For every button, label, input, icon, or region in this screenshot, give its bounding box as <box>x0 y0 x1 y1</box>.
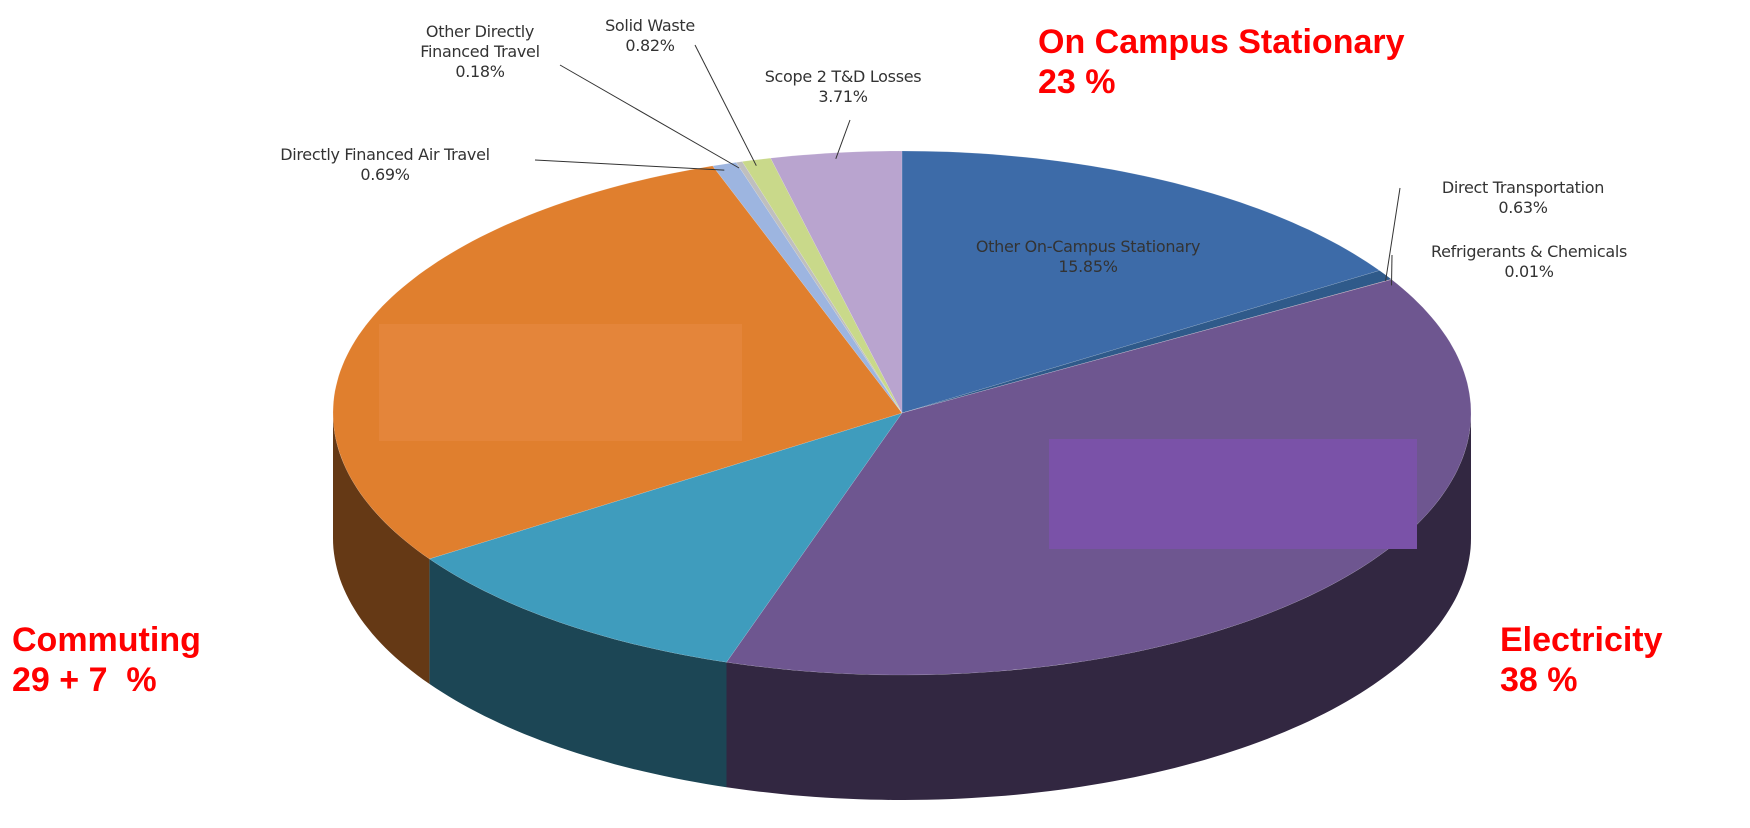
slice-value: 15.85% <box>1058 257 1118 276</box>
leader-line <box>1385 187 1401 281</box>
slice-name: Other Directly Financed Travel <box>420 22 540 61</box>
annotation-line: 23 % <box>1038 63 1116 101</box>
slice-value: 0.63% <box>1498 198 1548 217</box>
slice-label: Direct Transportation 0.63% <box>1441 178 1605 218</box>
slice-label: Directly Financed Air Travel 0.69% <box>280 145 490 185</box>
slice-label: Solid Waste 0.82% <box>605 16 695 56</box>
leader-line <box>559 64 740 169</box>
slice-side <box>333 413 430 684</box>
annotation: On Campus Stationary 23 % <box>1038 22 1405 102</box>
leader-line <box>1391 254 1393 286</box>
annotation-line: 38 % <box>1500 661 1578 699</box>
annotation: Commuting 29 + 7 % <box>12 620 201 700</box>
leader-line <box>835 119 851 159</box>
slice-name: Other On-Campus Stationary <box>975 237 1201 256</box>
slice-name: Refrigerants & Chemicals <box>1430 242 1628 261</box>
slice-label: Scope 2 T&D Losses 3.71% <box>765 67 922 107</box>
slice-label: Other On-Campus Stationary 15.85% <box>975 237 1201 277</box>
slice-value: 0.69% <box>360 165 410 184</box>
cover-box <box>1049 439 1417 549</box>
slice-name: Solid Waste <box>605 16 695 35</box>
slice <box>901 150 1381 414</box>
slice-value: 0.01% <box>1504 262 1554 281</box>
slice-value: 3.71% <box>818 87 868 106</box>
annotation-line: On Campus Stationary <box>1038 23 1405 61</box>
annotation: Electricity 38 % <box>1500 620 1663 700</box>
annotation-line: 29 + 7 % <box>12 661 157 699</box>
slice-side <box>726 413 1471 800</box>
slice <box>770 150 903 414</box>
cover-box <box>379 324 742 441</box>
slice-value: 0.18% <box>455 62 505 81</box>
leader-lines <box>534 44 1401 286</box>
slice-value: 0.82% <box>625 36 675 55</box>
slice <box>428 412 903 663</box>
slice-side <box>429 558 727 788</box>
slice-name: Direct Transportation <box>1441 178 1605 197</box>
leader-line <box>534 159 725 171</box>
slice-name: Scope 2 T&D Losses <box>764 67 922 86</box>
leader-line <box>694 44 757 166</box>
slice-label: Other Directly Financed Travel 0.18% <box>420 22 540 82</box>
annotation-line: Electricity <box>1500 621 1663 659</box>
slice-label: Refrigerants & Chemicals 0.01% <box>1431 242 1627 282</box>
annotation-line: Commuting <box>12 621 201 659</box>
slice-name: Directly Financed Air Travel <box>280 145 490 164</box>
